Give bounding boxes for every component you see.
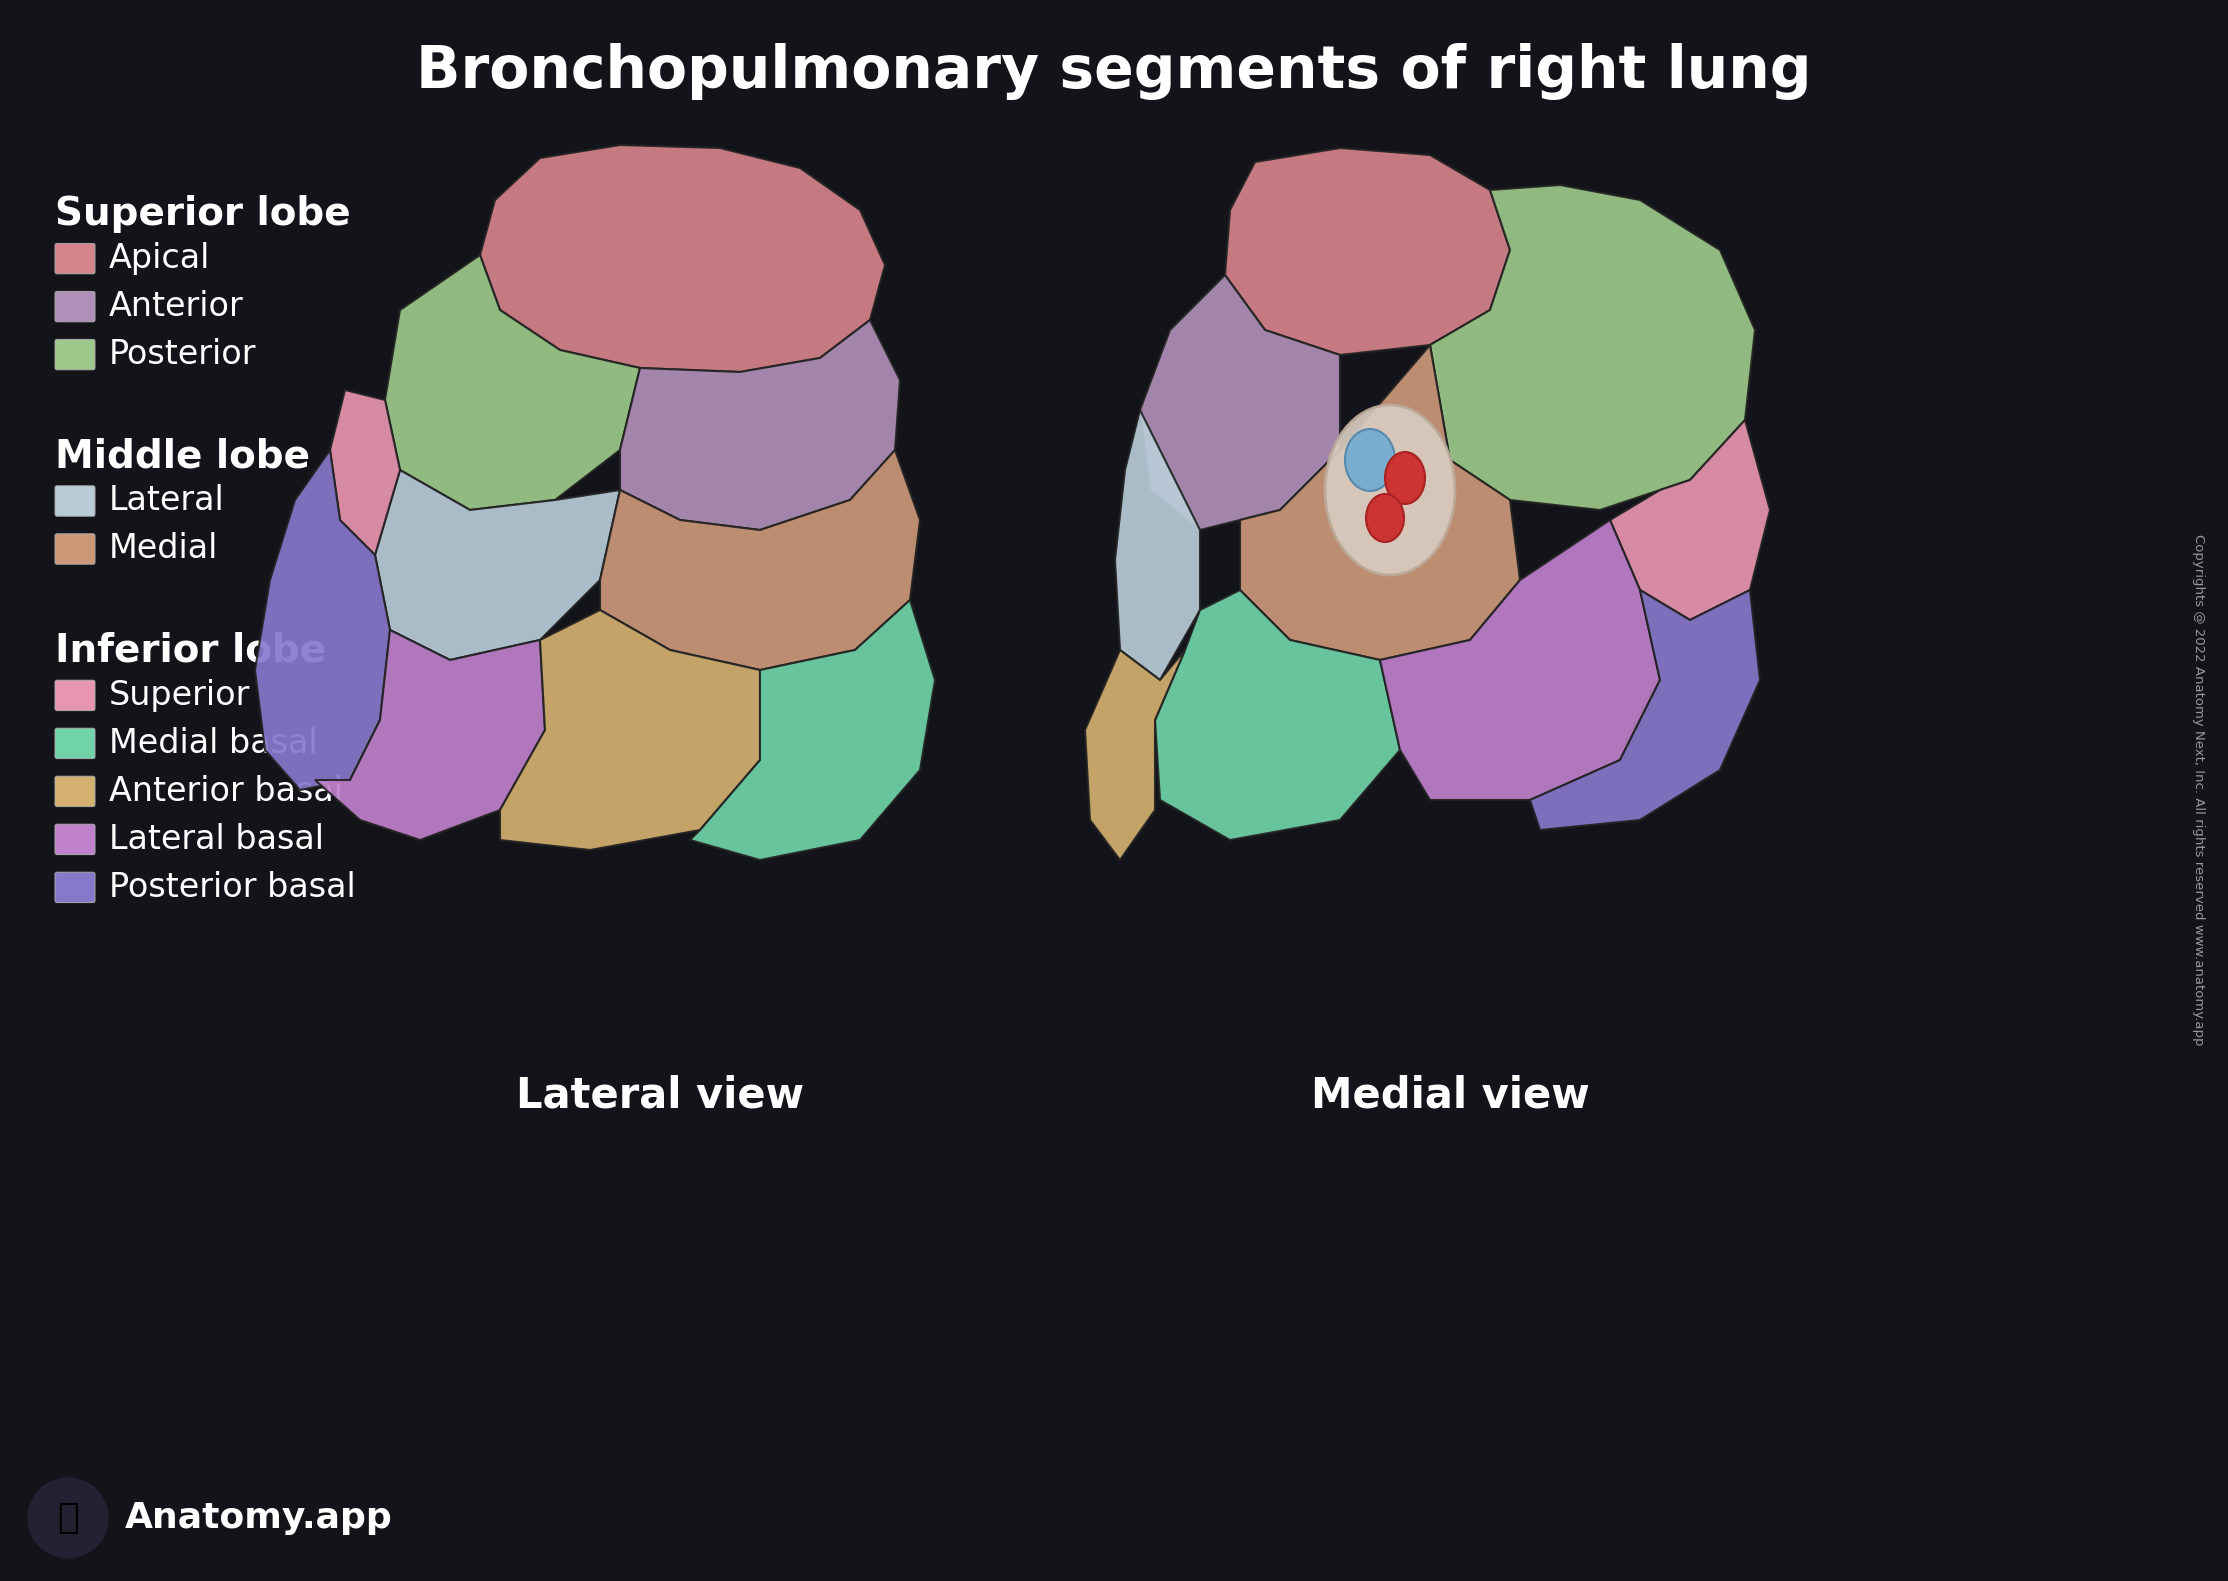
- FancyBboxPatch shape: [56, 340, 96, 370]
- Circle shape: [29, 1478, 107, 1557]
- FancyBboxPatch shape: [56, 729, 96, 759]
- FancyBboxPatch shape: [56, 873, 96, 903]
- Text: Apical: Apical: [109, 242, 209, 275]
- Text: Lateral view: Lateral view: [517, 1073, 804, 1116]
- Polygon shape: [1430, 185, 1756, 511]
- FancyBboxPatch shape: [56, 291, 96, 323]
- Polygon shape: [254, 451, 390, 790]
- Polygon shape: [619, 319, 900, 530]
- Text: Anterior: Anterior: [109, 289, 243, 323]
- Polygon shape: [1154, 590, 1399, 840]
- FancyBboxPatch shape: [56, 824, 96, 855]
- Text: Lateral basal: Lateral basal: [109, 822, 323, 855]
- Text: Copyrights @ 2022 Anatomy Next, Inc. All rights reserved www.anatomy.app: Copyrights @ 2022 Anatomy Next, Inc. All…: [2192, 534, 2203, 1045]
- Text: Lateral: Lateral: [109, 484, 225, 517]
- Polygon shape: [1085, 650, 1185, 860]
- Text: Superior: Superior: [109, 678, 250, 711]
- Text: 🧠: 🧠: [58, 1500, 78, 1535]
- FancyBboxPatch shape: [56, 680, 96, 710]
- Polygon shape: [479, 145, 885, 372]
- FancyBboxPatch shape: [56, 776, 96, 806]
- Text: Middle lobe: Middle lobe: [56, 438, 310, 476]
- Text: Posterior basal: Posterior basal: [109, 871, 356, 904]
- Text: Posterior: Posterior: [109, 338, 256, 372]
- Ellipse shape: [1346, 428, 1395, 492]
- Polygon shape: [1114, 409, 1201, 680]
- Text: Inferior lobe: Inferior lobe: [56, 632, 325, 670]
- Polygon shape: [374, 470, 619, 659]
- FancyBboxPatch shape: [56, 534, 96, 564]
- Text: Anterior basal: Anterior basal: [109, 775, 343, 808]
- Text: Anatomy.app: Anatomy.app: [125, 1500, 392, 1535]
- Polygon shape: [1379, 520, 1660, 800]
- FancyBboxPatch shape: [56, 485, 96, 517]
- Polygon shape: [499, 610, 760, 851]
- Text: Medial: Medial: [109, 533, 218, 566]
- Polygon shape: [1241, 345, 1519, 659]
- Ellipse shape: [1326, 405, 1455, 575]
- FancyBboxPatch shape: [56, 243, 96, 274]
- Polygon shape: [691, 601, 936, 860]
- Polygon shape: [385, 255, 639, 511]
- Ellipse shape: [1366, 493, 1404, 542]
- Polygon shape: [1225, 149, 1511, 356]
- Text: Medial view: Medial view: [1310, 1073, 1589, 1116]
- Text: Bronchopulmonary segments of right lung: Bronchopulmonary segments of right lung: [417, 44, 1811, 101]
- Polygon shape: [599, 451, 920, 670]
- Polygon shape: [1531, 590, 1760, 830]
- Text: Superior lobe: Superior lobe: [56, 194, 350, 232]
- Text: Medial basal: Medial basal: [109, 727, 319, 760]
- Polygon shape: [314, 629, 546, 840]
- Ellipse shape: [1386, 452, 1426, 504]
- Polygon shape: [1611, 421, 1769, 620]
- Polygon shape: [1141, 275, 1339, 530]
- Polygon shape: [330, 391, 401, 555]
